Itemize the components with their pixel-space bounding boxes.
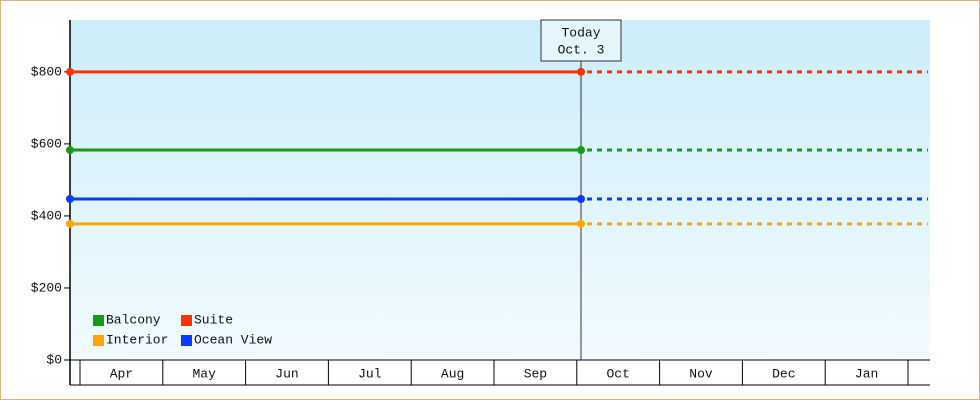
x-tick-label: Apr	[110, 366, 133, 381]
legend-swatch	[93, 335, 104, 346]
y-tick-label: $800	[31, 64, 62, 79]
x-tick-label: Jan	[855, 366, 878, 381]
plot-area	[70, 20, 930, 360]
x-tick-label: Oct	[606, 366, 629, 381]
x-tick-label: Dec	[772, 366, 795, 381]
today-title: Today	[561, 25, 600, 40]
x-tick-label: Sep	[524, 366, 547, 381]
y-tick-label: $200	[31, 280, 62, 295]
x-tick-label: May	[192, 366, 216, 381]
data-point	[577, 219, 585, 228]
legend-swatch	[93, 315, 104, 326]
legend-swatch	[181, 315, 192, 326]
data-point	[66, 67, 74, 76]
data-point	[66, 219, 74, 228]
y-tick-label: $400	[31, 208, 62, 223]
x-tick-label: Jun	[275, 366, 298, 381]
legend-label: Suite	[194, 312, 233, 327]
x-tick-label: Aug	[441, 366, 464, 381]
data-point	[577, 195, 585, 204]
data-point	[577, 67, 585, 76]
legend-label: Balcony	[106, 312, 161, 327]
legend-swatch	[181, 335, 192, 346]
y-tick-label: $600	[31, 136, 62, 151]
x-tick-label: Nov	[689, 366, 713, 381]
y-tick-label: $0	[46, 352, 62, 367]
today-date: Oct. 3	[558, 42, 605, 57]
today-box	[540, 19, 622, 62]
data-point	[577, 146, 585, 155]
x-tick-label: Jul	[358, 366, 382, 381]
legend-label: Ocean View	[194, 332, 272, 347]
data-point	[66, 146, 74, 155]
legend-label: Interior	[106, 332, 168, 347]
data-point	[66, 195, 74, 204]
